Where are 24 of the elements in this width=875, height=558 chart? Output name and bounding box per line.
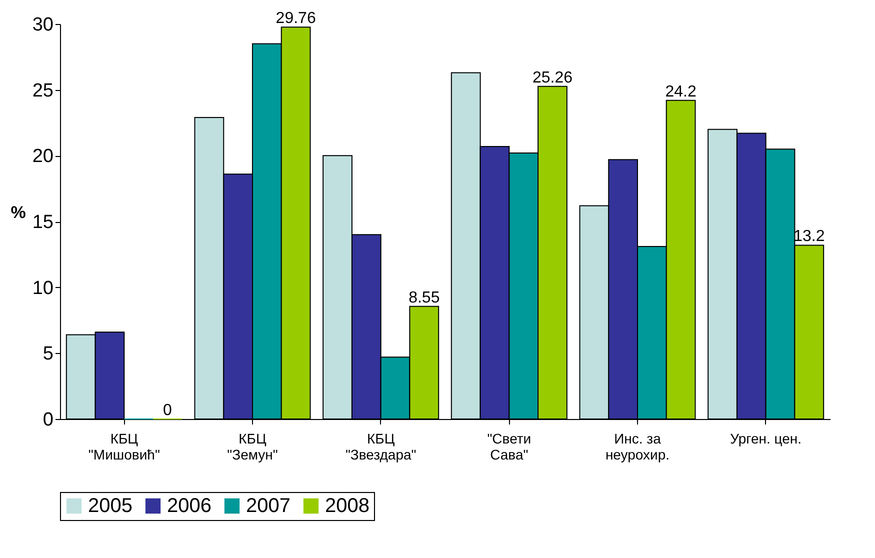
y-tick-label: 15 xyxy=(32,212,54,233)
data-label: 25.26 xyxy=(532,69,573,86)
x-tick-label: КБЦ "Звездара" xyxy=(345,430,416,462)
x-tick-label: "Свети Сава" xyxy=(487,430,532,462)
data-label: 13.2 xyxy=(794,228,825,246)
y-tick-label: 0 xyxy=(42,410,54,430)
legend-label: 2005 xyxy=(88,495,132,517)
y-tick-label: 20 xyxy=(32,146,54,168)
x-tick-label: КБЦ "Земун" xyxy=(227,430,278,462)
data-label: 24.2 xyxy=(665,83,696,100)
data-label: 8.55 xyxy=(408,289,440,306)
x-tick-label: Урген. цен. xyxy=(730,430,802,446)
y-tick-label: 10 xyxy=(32,278,54,299)
y-tick-label: 5 xyxy=(42,344,54,365)
legend-label: 2006 xyxy=(167,495,212,517)
data-label: 0 xyxy=(163,402,172,419)
data-label: 29.76 xyxy=(276,10,316,28)
x-tick-label: Инс. за неурохир. xyxy=(605,430,670,462)
y-tick-label: 25 xyxy=(32,80,54,102)
legend-label: 2008 xyxy=(325,495,370,517)
y-tick-label: 30 xyxy=(32,14,54,36)
y-axis-title: % xyxy=(10,203,26,222)
legend-label: 2007 xyxy=(246,495,290,517)
x-tick-label: КБЦ "Мишовић" xyxy=(88,430,160,462)
